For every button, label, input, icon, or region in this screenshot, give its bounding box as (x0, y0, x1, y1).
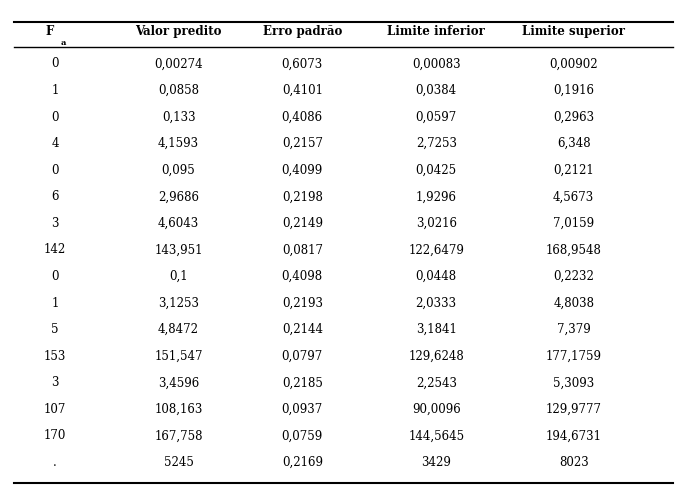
Text: 0,0448: 0,0448 (416, 270, 457, 283)
Text: 0,00274: 0,00274 (155, 58, 203, 70)
Text: 6: 6 (52, 190, 58, 203)
Text: 4,8038: 4,8038 (553, 297, 594, 309)
Text: 194,6731: 194,6731 (545, 430, 602, 442)
Text: 0,2149: 0,2149 (282, 217, 323, 230)
Text: 0,4099: 0,4099 (282, 164, 323, 177)
Text: 4,1593: 4,1593 (158, 137, 199, 150)
Text: 0: 0 (52, 270, 58, 283)
Text: Erro padrão: Erro padrão (262, 26, 342, 38)
Text: 7,0159: 7,0159 (553, 217, 594, 230)
Text: 0,1916: 0,1916 (553, 84, 594, 97)
Text: 2,9686: 2,9686 (158, 190, 199, 203)
Text: Valor predito: Valor predito (135, 26, 222, 38)
Text: 0,4098: 0,4098 (282, 270, 323, 283)
Text: 3,0216: 3,0216 (416, 217, 457, 230)
Text: 0,0817: 0,0817 (282, 244, 323, 256)
Text: 122,6479: 122,6479 (408, 244, 464, 256)
Text: 129,6248: 129,6248 (408, 350, 464, 363)
Text: 0,0384: 0,0384 (416, 84, 457, 97)
Text: 0,1: 0,1 (169, 270, 188, 283)
Text: 143,951: 143,951 (155, 244, 203, 256)
Text: 0,2198: 0,2198 (282, 190, 323, 203)
Text: 0,2185: 0,2185 (282, 376, 323, 389)
Text: 0,0759: 0,0759 (282, 430, 323, 442)
Text: 90,0096: 90,0096 (412, 403, 460, 416)
Text: 0,2121: 0,2121 (553, 164, 594, 177)
Text: 0,4086: 0,4086 (282, 111, 323, 123)
Text: F: F (45, 26, 54, 38)
Text: 6,348: 6,348 (557, 137, 590, 150)
Text: 177,1759: 177,1759 (545, 350, 602, 363)
Text: 0,2169: 0,2169 (282, 456, 323, 469)
Text: 3: 3 (52, 376, 58, 389)
Text: 2,7253: 2,7253 (416, 137, 457, 150)
Text: 0,2157: 0,2157 (282, 137, 323, 150)
Text: 0,00902: 0,00902 (550, 58, 598, 70)
Text: 0,133: 0,133 (162, 111, 195, 123)
Text: 0,095: 0,095 (161, 164, 196, 177)
Text: 0,0797: 0,0797 (282, 350, 323, 363)
Text: 0,2232: 0,2232 (553, 270, 594, 283)
Text: 170: 170 (44, 430, 66, 442)
Text: 3,1253: 3,1253 (158, 297, 199, 309)
Text: 1: 1 (52, 297, 58, 309)
Text: 108,163: 108,163 (155, 403, 203, 416)
Text: 0,0858: 0,0858 (158, 84, 199, 97)
Text: 0,2193: 0,2193 (282, 297, 323, 309)
Text: 0,0937: 0,0937 (282, 403, 323, 416)
Text: 151,547: 151,547 (155, 350, 203, 363)
Text: 1,9296: 1,9296 (416, 190, 457, 203)
Text: 107: 107 (44, 403, 66, 416)
Text: 3,1841: 3,1841 (416, 323, 457, 336)
Text: 0,0425: 0,0425 (416, 164, 457, 177)
Text: 0,2963: 0,2963 (553, 111, 594, 123)
Text: 5,3093: 5,3093 (553, 376, 594, 389)
Text: 144,5645: 144,5645 (408, 430, 464, 442)
Text: 167,758: 167,758 (155, 430, 203, 442)
Text: .: . (53, 456, 57, 469)
Text: a: a (60, 39, 66, 47)
Text: 0,0597: 0,0597 (416, 111, 457, 123)
Text: 8023: 8023 (559, 456, 589, 469)
Text: 5: 5 (52, 323, 58, 336)
Text: 0,4101: 0,4101 (282, 84, 323, 97)
Text: 3429: 3429 (421, 456, 451, 469)
Text: 0: 0 (52, 164, 58, 177)
Text: 0: 0 (52, 111, 58, 123)
Text: 0: 0 (52, 58, 58, 70)
Text: 168,9548: 168,9548 (545, 244, 602, 256)
Text: 4,8472: 4,8472 (158, 323, 199, 336)
Text: Limite inferior: Limite inferior (387, 26, 485, 38)
Text: 3: 3 (52, 217, 58, 230)
Text: 2,2543: 2,2543 (416, 376, 457, 389)
Text: 4,6043: 4,6043 (158, 217, 199, 230)
Text: 142: 142 (44, 244, 66, 256)
Text: 4,5673: 4,5673 (553, 190, 594, 203)
Text: 0,6073: 0,6073 (282, 58, 323, 70)
Text: 4: 4 (52, 137, 58, 150)
Text: 0,2144: 0,2144 (282, 323, 323, 336)
Text: 5245: 5245 (164, 456, 194, 469)
Text: 129,9777: 129,9777 (545, 403, 602, 416)
Text: 1: 1 (52, 84, 58, 97)
Text: 0,00083: 0,00083 (412, 58, 460, 70)
Text: Limite superior: Limite superior (522, 26, 625, 38)
Text: 153: 153 (44, 350, 66, 363)
Text: 2,0333: 2,0333 (416, 297, 457, 309)
Text: 7,379: 7,379 (556, 323, 591, 336)
Text: 3,4596: 3,4596 (158, 376, 199, 389)
